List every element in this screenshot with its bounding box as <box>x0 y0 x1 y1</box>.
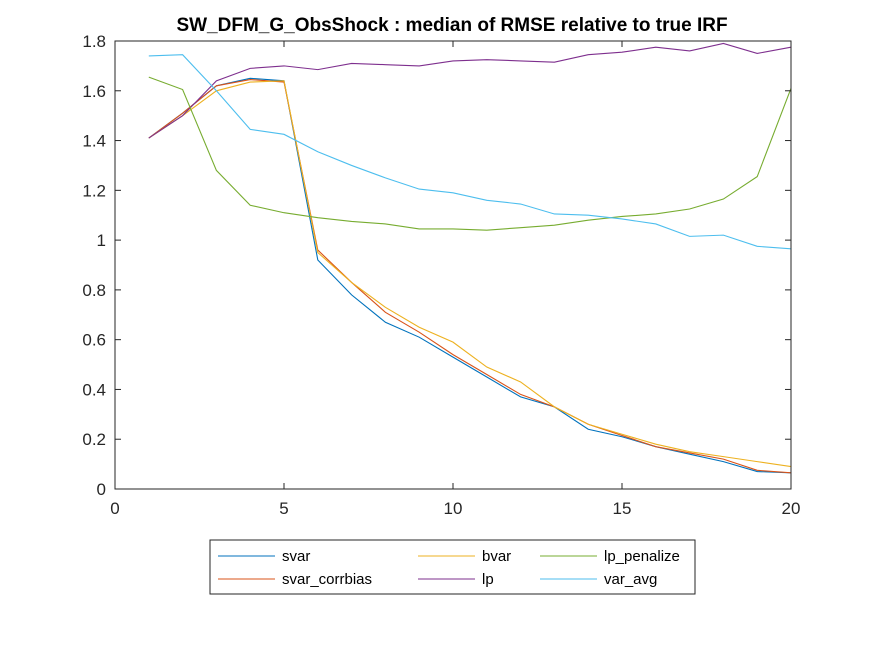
y-tick-label: 1.2 <box>82 181 106 200</box>
legend-label-var-avg: var_avg <box>604 571 657 588</box>
legend-label-lp: lp <box>482 571 494 588</box>
y-tick-label: 1 <box>97 231 106 250</box>
series-line-var-avg <box>148 54 792 250</box>
legend-label-lp-penalize: lp_penalize <box>604 548 680 565</box>
x-tick-label: 10 <box>444 499 463 518</box>
x-tick-label: 0 <box>110 499 119 518</box>
x-tick-label: 20 <box>782 499 801 518</box>
series-line-bvar <box>148 80 792 468</box>
y-tick-label: 0.6 <box>82 331 106 350</box>
y-tick-label: 0 <box>97 480 106 499</box>
x-tick-label: 5 <box>279 499 288 518</box>
y-tick-label: 1.6 <box>82 82 106 101</box>
chart-title: SW_DFM_G_ObsShock : median of RMSE relat… <box>176 15 727 36</box>
y-tick-label: 1.8 <box>82 32 106 51</box>
x-tick-label: 15 <box>613 499 632 518</box>
series-line-lp-penalize <box>148 76 792 231</box>
series-line-svar-corrbias <box>148 79 792 474</box>
series-layer <box>148 42 792 474</box>
legend-label-svar: svar <box>282 548 310 565</box>
y-tick-label: 1.4 <box>82 132 106 151</box>
series-line-svar <box>148 77 792 474</box>
axes-layer: 0 5 10 15 20 0 0.2 0.4 0.6 0.8 1 1.2 1.4 1.6 1.8 <box>82 32 800 518</box>
y-tick-label: 0.4 <box>82 380 106 399</box>
legend-label-bvar: bvar <box>482 548 511 565</box>
y-tick-label: 0.2 <box>82 430 106 449</box>
legend: svar svar_corrbias bvar lp lp_penalize var_av… <box>209 539 696 595</box>
series-line-lp <box>148 42 792 139</box>
plot-area <box>115 41 791 489</box>
legend-label-svar-corrbias: svar_corrbias <box>282 571 372 588</box>
y-tick-label: 0.8 <box>82 281 106 300</box>
legend-box <box>209 539 696 595</box>
